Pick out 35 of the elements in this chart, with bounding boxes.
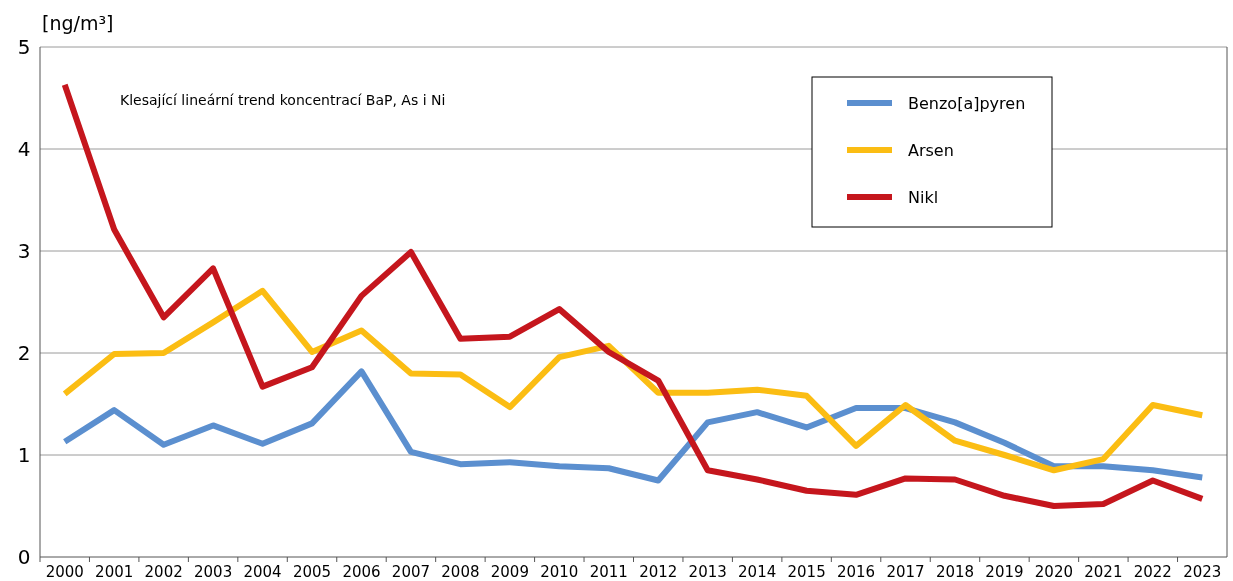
x-tick-label: 2008 bbox=[441, 563, 480, 581]
y-tick-label: 2 bbox=[17, 341, 31, 365]
legend-label: Benzo[a]pyren bbox=[908, 93, 1026, 113]
x-tick-label: 2018 bbox=[935, 563, 975, 581]
y-tick-label: 5 bbox=[17, 35, 31, 59]
legend-label: Nikl bbox=[908, 187, 939, 207]
x-tick-label: 2023 bbox=[1183, 563, 1222, 581]
y-tick-label: 1 bbox=[17, 443, 31, 467]
x-tick-label: 2017 bbox=[886, 563, 925, 581]
annotation: Klesající lineární trend koncentrací BaP, As i Ni bbox=[120, 92, 446, 108]
x-tick-label: 2009 bbox=[490, 563, 529, 581]
x-tick-label: 2019 bbox=[985, 563, 1024, 581]
x-tick-label: 2022 bbox=[1133, 563, 1172, 581]
y-axis-title: [ng/m³] bbox=[42, 12, 114, 34]
y-tick-label: 3 bbox=[17, 239, 31, 263]
legend-label: Arsen bbox=[908, 140, 954, 160]
x-tick-label: 2012 bbox=[639, 563, 678, 581]
y-tick-label: 4 bbox=[17, 137, 31, 161]
x-tick-label: 2000 bbox=[45, 563, 84, 581]
x-tick-label: 2007 bbox=[391, 563, 431, 581]
y-tick-label: 0 bbox=[17, 545, 31, 569]
x-tick-label: 2016 bbox=[836, 563, 876, 581]
x-tick-label: 2004 bbox=[243, 563, 282, 581]
x-tick-label: 2013 bbox=[688, 563, 727, 581]
x-tick-label: 2014 bbox=[738, 563, 777, 581]
x-tick-label: 2003 bbox=[194, 563, 233, 581]
x-tick-label: 2002 bbox=[144, 563, 183, 581]
x-tick-label: 2006 bbox=[342, 563, 381, 581]
x-tick-label: 2010 bbox=[540, 563, 579, 581]
x-tick-label: 2015 bbox=[787, 563, 826, 581]
x-tick-label: 2005 bbox=[292, 563, 332, 581]
x-tick-label: 2001 bbox=[95, 563, 134, 581]
x-tick-label: 2011 bbox=[589, 563, 628, 581]
x-tick-label: 2021 bbox=[1084, 563, 1123, 581]
x-tick-label: 2020 bbox=[1034, 563, 1073, 581]
